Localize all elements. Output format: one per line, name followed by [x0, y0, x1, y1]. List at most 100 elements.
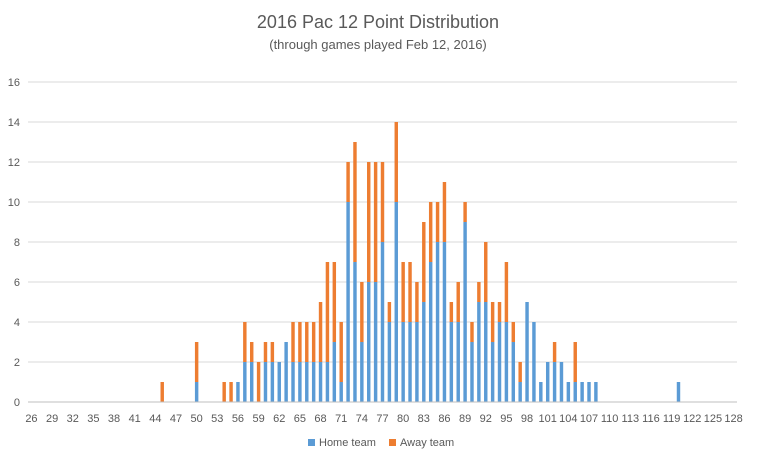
home-bar: [490, 342, 495, 402]
x-tick-label: 77: [376, 413, 388, 425]
x-tick-label: 95: [500, 413, 512, 425]
away-bar: [484, 242, 488, 302]
home-bar: [532, 322, 536, 402]
home-bar: [525, 302, 529, 402]
y-tick-label: 12: [8, 157, 20, 169]
x-tick-label: 92: [480, 413, 492, 425]
home-bar: [277, 362, 281, 402]
home-bar: [511, 342, 516, 402]
home-bar: [401, 322, 405, 402]
home-bar: [477, 302, 481, 402]
home-bar: [456, 322, 460, 402]
home-bar: [194, 382, 199, 402]
x-tick-label: 116: [642, 413, 660, 425]
home-bar: [497, 322, 502, 402]
away-bar: [435, 202, 440, 242]
bars: [160, 122, 681, 402]
away-bar: [291, 322, 295, 362]
home-bar: [518, 382, 522, 402]
home-bar: [332, 342, 337, 402]
home-bar: [435, 242, 440, 402]
away-bar: [243, 322, 247, 362]
legend-swatch: [308, 439, 315, 446]
y-tick-label: 8: [14, 237, 20, 249]
home-bar: [422, 302, 426, 402]
away-bar: [415, 282, 419, 322]
x-tick-label: 128: [724, 413, 742, 425]
y-tick-label: 10: [8, 197, 20, 209]
x-tick-label: 38: [108, 413, 120, 425]
away-bar: [504, 262, 509, 322]
away-bar: [222, 382, 226, 402]
away-bar: [477, 282, 481, 302]
x-tick-label: 32: [67, 413, 79, 425]
away-bar: [194, 342, 199, 382]
x-tick-label: 107: [580, 413, 598, 425]
x-tick-label: 59: [252, 413, 264, 425]
away-bar: [263, 342, 268, 362]
legend-swatch: [389, 439, 396, 446]
home-bar: [545, 362, 550, 402]
x-tick-label: 56: [232, 413, 244, 425]
x-tick-label: 44: [149, 413, 161, 425]
x-tick-label: 41: [129, 413, 141, 425]
legend-label: Home team: [319, 437, 376, 449]
away-bar: [442, 182, 447, 242]
x-tick-label: 35: [87, 413, 99, 425]
away-bar: [160, 382, 164, 402]
away-bar: [249, 342, 254, 362]
x-tick-label: 47: [170, 413, 182, 425]
x-tick-label: 98: [521, 413, 533, 425]
home-bar: [573, 382, 577, 402]
home-bar: [387, 322, 392, 402]
away-bar: [401, 262, 405, 322]
home-bar: [415, 322, 419, 402]
x-tick-label: 65: [294, 413, 306, 425]
away-bar: [360, 282, 364, 342]
home-bar: [449, 322, 454, 402]
away-bar: [456, 282, 460, 322]
home-bar: [305, 362, 309, 402]
x-tick-label: 26: [25, 413, 37, 425]
home-bar: [291, 362, 295, 402]
away-bar: [229, 382, 233, 402]
x-tick-label: 125: [704, 413, 722, 425]
home-bar: [552, 362, 557, 402]
home-bar: [676, 382, 681, 402]
home-bar: [236, 382, 240, 402]
y-tick-label: 0: [14, 397, 20, 409]
away-bar: [449, 302, 454, 322]
away-bar: [511, 322, 516, 342]
home-bar: [249, 362, 254, 402]
away-bar: [353, 142, 357, 262]
home-bar: [311, 362, 316, 402]
away-bar: [408, 262, 412, 322]
x-tick-label: 113: [622, 413, 640, 425]
x-tick-label: 119: [663, 413, 681, 425]
y-tick-label: 14: [8, 117, 20, 129]
away-bar: [387, 302, 392, 322]
home-bar: [463, 222, 467, 402]
home-bar: [367, 282, 371, 402]
home-bar: [339, 382, 343, 402]
away-bar: [332, 262, 337, 342]
home-bar: [408, 322, 412, 402]
away-bar: [346, 162, 350, 202]
y-tick-label: 16: [8, 77, 20, 89]
x-tick-label: 53: [211, 413, 223, 425]
away-bar: [552, 342, 557, 362]
away-bar: [573, 342, 577, 382]
x-tick-label: 29: [46, 413, 58, 425]
x-tick-label: 68: [314, 413, 326, 425]
legend-label: Away team: [400, 437, 454, 449]
x-tick-label: 62: [273, 413, 285, 425]
away-bar: [367, 162, 371, 282]
away-bar: [394, 122, 398, 202]
away-bar: [325, 262, 330, 362]
y-tick-label: 6: [14, 277, 20, 289]
x-tick-label: 89: [459, 413, 471, 425]
away-bar: [318, 302, 323, 362]
x-tick-label: 74: [356, 413, 368, 425]
away-bar: [270, 342, 275, 362]
